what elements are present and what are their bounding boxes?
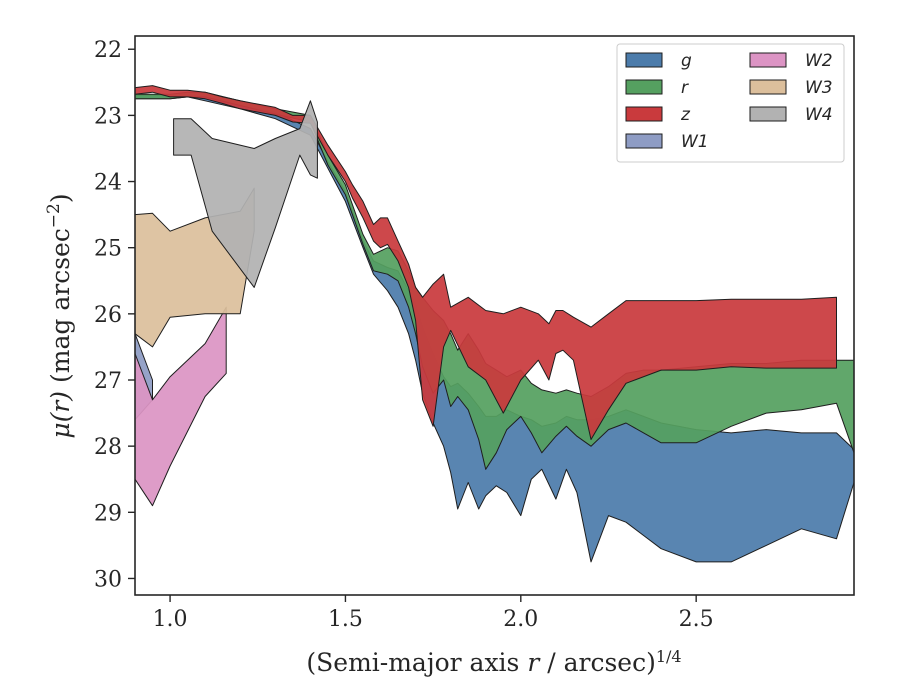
y-tick-label: 27: [94, 369, 122, 394]
legend-label-g: g: [681, 51, 692, 71]
x-tick-label: 1.0: [153, 607, 188, 632]
legend-box: [616, 43, 845, 163]
y-tick-label: 28: [94, 435, 122, 460]
x-tick-label: 2.5: [679, 607, 714, 632]
plot-frame: [134, 35, 855, 596]
legend-label-r: r: [681, 78, 689, 98]
legend-swatch-w2: [749, 52, 787, 68]
series-band-w2: [135, 306, 227, 507]
legend-swatch-g: [625, 52, 663, 68]
legend-swatch-w4: [749, 106, 787, 122]
y-tick-label: 25: [94, 237, 122, 262]
y-axis-label: μ(r) (mag arcsec−2): [44, 193, 75, 438]
legend-swatch-w1: [625, 133, 663, 149]
y-tick-label: 23: [94, 104, 122, 129]
legend-swatch-z: [625, 106, 663, 122]
series-band-w4: [173, 100, 318, 288]
legend: grz W1 W2 W3 W4: [616, 43, 845, 163]
x-axis-label: (Semi-major axis r / arcsec)1/4: [306, 647, 681, 678]
series-band-z: [135, 85, 837, 440]
series-layer: [135, 85, 854, 563]
legend-swatch-r: [625, 79, 663, 95]
y-tick-label: 29: [94, 501, 122, 526]
y-tick-label: 22: [94, 38, 122, 63]
legend-label-w3: W3: [805, 78, 833, 98]
legend-label-w1: W1: [681, 132, 709, 152]
legend-label-w2: W2: [805, 51, 833, 71]
y-tick-label: 24: [94, 171, 122, 196]
legend-label-w4: W4: [805, 105, 833, 125]
y-tick-label: 30: [94, 567, 122, 592]
y-tick-label: 26: [94, 303, 122, 328]
x-tick-label: 1.5: [328, 607, 363, 632]
axes-layer: 1.0 1.5 2.0 2.5 22 23 24 25 26 27 28 29 30: [94, 38, 714, 632]
legend-swatch-w3: [749, 79, 787, 95]
x-tick-label: 2.0: [503, 607, 538, 632]
legend-label-z: z: [680, 105, 691, 125]
